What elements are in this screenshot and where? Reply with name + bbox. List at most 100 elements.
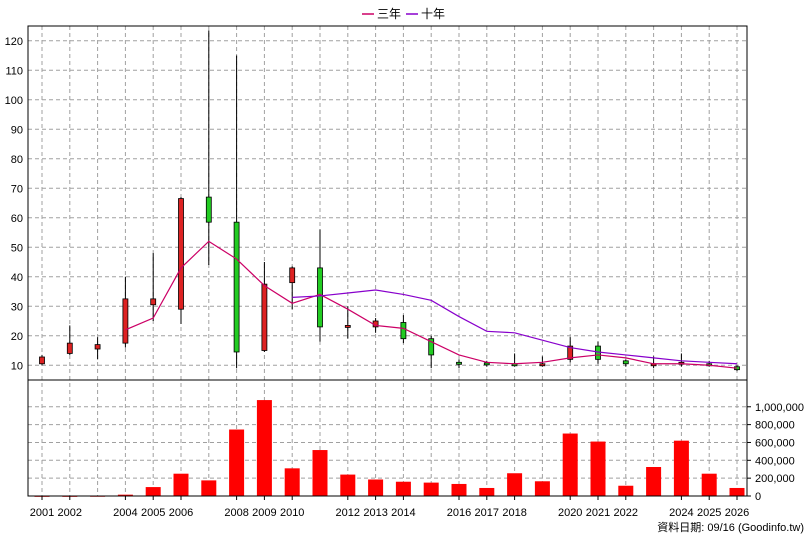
volume-bar (229, 429, 245, 496)
candle (39, 354, 45, 366)
candle-body (317, 267, 323, 328)
volume-bar (173, 473, 189, 496)
x-tick-label: 2018 (502, 507, 526, 519)
legend-label: 十年 (421, 7, 445, 21)
x-tick-label: 2010 (280, 507, 304, 519)
candle-body (456, 361, 462, 365)
candle (539, 356, 546, 367)
candle (205, 30, 212, 265)
price-tick-label: 20 (11, 331, 23, 343)
x-tick-label: 2014 (391, 507, 415, 519)
x-tick-label: 2001 (30, 507, 54, 519)
moving-average-line (292, 289, 738, 365)
price-tick-label: 50 (11, 242, 23, 254)
candle (456, 359, 462, 369)
volume-bar (312, 450, 328, 496)
x-tick-label: 2009 (252, 507, 276, 519)
candle-body (344, 325, 351, 328)
volume-bar (646, 467, 662, 496)
x-axis: 2001 2002 2004 2005 2006 2008 2009 2010 2012 2013… (30, 496, 749, 519)
candle-body (400, 322, 407, 340)
volume-bar (479, 487, 495, 496)
x-tick-label: 2005 (141, 507, 165, 519)
candle-body (94, 344, 101, 350)
volume-frame (27, 379, 748, 497)
volume-bar (618, 485, 634, 496)
candle-body (39, 356, 45, 365)
volume-bar (507, 473, 523, 496)
x-tick-label: 2006 (169, 507, 193, 519)
volume-tick-label: 200,000 (755, 473, 795, 485)
candle (400, 315, 407, 344)
volume-bar (562, 433, 578, 496)
candle-body (539, 363, 546, 367)
price-tick-label: 90 (11, 124, 23, 136)
price-tick-label: 120 (5, 36, 23, 48)
x-tick-label: 2024 (669, 507, 693, 519)
price-tick-label: 70 (11, 183, 23, 195)
x-tick-label: 2012 (336, 507, 360, 519)
volume-bar (368, 479, 384, 496)
price-tick-label: 40 (11, 272, 23, 284)
candle (317, 229, 323, 342)
x-tick-label: 2008 (224, 507, 248, 519)
x-tick-label: 2016 (447, 507, 471, 519)
volume-bar (673, 440, 689, 496)
x-tick-label: 2026 (725, 507, 749, 519)
price-panel: 10 20 30 40 50 60 70 80 90 100 110 120 (5, 25, 748, 496)
candle-body (66, 342, 73, 354)
legend: 三年 十年 (362, 7, 445, 21)
candle-body (178, 198, 184, 310)
volume-bar (395, 481, 411, 496)
candle (66, 325, 73, 355)
volume-bar (256, 400, 272, 496)
volume-bar (423, 482, 439, 496)
volume-bar (451, 483, 467, 496)
volume-tick-label: 400,000 (755, 455, 795, 467)
candle (622, 359, 629, 367)
x-tick-label: 2025 (697, 507, 721, 519)
volume-tick-label: 600,000 (755, 437, 795, 449)
candle-body (567, 345, 574, 360)
candle (344, 306, 351, 339)
price-tick-label: 110 (5, 65, 23, 77)
candle-body (483, 362, 490, 366)
x-tick-label: 2013 (363, 507, 387, 519)
candle-body (622, 360, 629, 365)
price-tick-label: 100 (5, 95, 23, 107)
candle (261, 262, 268, 352)
x-tick-label: 2020 (558, 507, 582, 519)
candle (233, 55, 240, 369)
candle (94, 337, 101, 360)
volume-tick-label: 1,000,000 (755, 402, 804, 414)
volume-bar (117, 494, 133, 496)
candle (150, 253, 157, 321)
volume-bar (340, 474, 356, 496)
price-tick-label: 60 (11, 213, 23, 225)
x-tick-label: 2002 (58, 507, 82, 519)
x-tick-label: 2022 (614, 507, 638, 519)
volume-bar (534, 481, 550, 496)
candle (511, 353, 518, 367)
volume-bar (284, 468, 300, 496)
footer-source: 資料日期: 09/16 (Goodinfo.tw) (657, 520, 804, 534)
price-tick-label: 30 (11, 301, 23, 313)
volume-bar (701, 473, 717, 496)
candle (178, 197, 184, 324)
candle-body (205, 196, 212, 223)
candle (122, 276, 129, 348)
volume-bar (201, 480, 217, 496)
volume-tick-label: 0 (755, 491, 761, 503)
candle-body (122, 298, 129, 344)
candle-body (233, 221, 240, 353)
volume-tick-label: 800,000 (755, 420, 795, 432)
volume-bar (145, 487, 161, 496)
candle (289, 266, 296, 310)
price-tick-label: 80 (11, 154, 23, 166)
volume-bar (590, 441, 606, 496)
candle-body (428, 338, 435, 356)
candle-body (261, 283, 268, 351)
price-tick-label: 10 (11, 360, 23, 372)
candle-body (150, 298, 157, 306)
